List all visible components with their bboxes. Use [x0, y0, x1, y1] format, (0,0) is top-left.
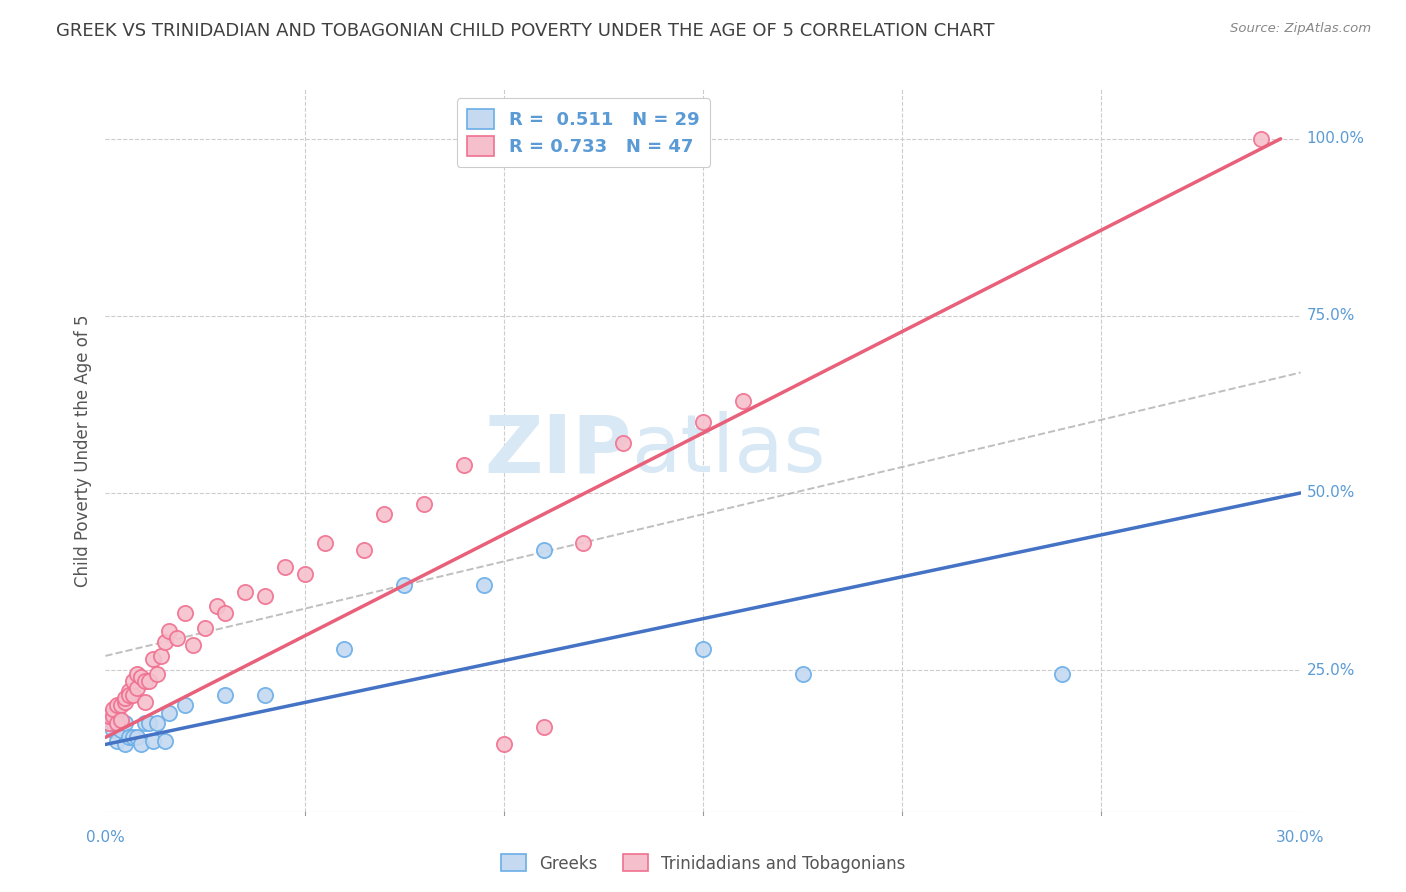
- Text: GREEK VS TRINIDADIAN AND TOBAGONIAN CHILD POVERTY UNDER THE AGE OF 5 CORRELATION: GREEK VS TRINIDADIAN AND TOBAGONIAN CHIL…: [56, 22, 994, 40]
- Point: [314, 535, 336, 549]
- Point: [153, 734, 177, 748]
- Point: [572, 535, 595, 549]
- Point: [1050, 666, 1073, 681]
- Legend: Greeks, Trinidadians and Tobagonians: Greeks, Trinidadians and Tobagonians: [494, 847, 912, 880]
- Point: [134, 716, 156, 731]
- Point: [129, 738, 153, 752]
- Point: [353, 542, 375, 557]
- Point: [110, 723, 132, 738]
- Point: [157, 706, 180, 720]
- Y-axis label: Child Poverty Under the Age of 5: Child Poverty Under the Age of 5: [73, 314, 91, 587]
- Point: [166, 631, 188, 645]
- Point: [533, 720, 555, 734]
- Point: [122, 688, 145, 702]
- Text: atlas: atlas: [631, 411, 825, 490]
- Point: [253, 589, 276, 603]
- Point: [134, 695, 156, 709]
- Point: [194, 621, 217, 635]
- Point: [142, 734, 165, 748]
- Point: [107, 709, 129, 723]
- Point: [174, 698, 197, 713]
- Point: [153, 634, 177, 648]
- Point: [612, 436, 634, 450]
- Point: [122, 673, 145, 688]
- Point: [142, 652, 165, 666]
- Point: [107, 734, 129, 748]
- Point: [103, 709, 125, 723]
- Point: [533, 542, 555, 557]
- Point: [692, 641, 714, 656]
- Point: [174, 607, 197, 621]
- Point: [134, 673, 156, 688]
- Point: [98, 709, 121, 723]
- Point: [157, 624, 180, 639]
- Point: [731, 393, 754, 408]
- Point: [413, 497, 436, 511]
- Text: Source: ZipAtlas.com: Source: ZipAtlas.com: [1230, 22, 1371, 36]
- Point: [127, 731, 149, 745]
- Point: [103, 702, 125, 716]
- Point: [114, 691, 136, 706]
- Point: [181, 638, 204, 652]
- Text: 0.0%: 0.0%: [86, 830, 125, 845]
- Point: [214, 688, 236, 702]
- Point: [98, 709, 121, 723]
- Point: [792, 666, 814, 681]
- Point: [98, 716, 121, 731]
- Text: 50.0%: 50.0%: [1306, 485, 1355, 500]
- Point: [118, 684, 141, 698]
- Point: [146, 666, 169, 681]
- Point: [118, 731, 141, 745]
- Point: [273, 560, 295, 574]
- Point: [114, 738, 136, 752]
- Point: [233, 585, 256, 599]
- Point: [472, 578, 495, 592]
- Point: [110, 698, 132, 713]
- Point: [103, 723, 125, 738]
- Point: [118, 688, 141, 702]
- Point: [1250, 132, 1272, 146]
- Point: [129, 670, 153, 684]
- Point: [333, 641, 356, 656]
- Point: [214, 607, 236, 621]
- Point: [294, 567, 316, 582]
- Text: ZIP: ZIP: [484, 411, 631, 490]
- Point: [453, 458, 475, 472]
- Text: 25.0%: 25.0%: [1306, 663, 1355, 678]
- Point: [110, 713, 132, 727]
- Point: [114, 695, 136, 709]
- Point: [98, 716, 121, 731]
- Text: 75.0%: 75.0%: [1306, 309, 1355, 324]
- Point: [103, 716, 125, 731]
- Point: [392, 578, 416, 592]
- Point: [138, 673, 160, 688]
- Point: [253, 688, 276, 702]
- Point: [122, 731, 145, 745]
- Point: [114, 716, 136, 731]
- Point: [692, 415, 714, 429]
- Point: [107, 698, 129, 713]
- Text: 30.0%: 30.0%: [1277, 830, 1324, 845]
- Point: [150, 648, 173, 663]
- Point: [373, 507, 395, 521]
- Legend: R =  0.511   N = 29, R = 0.733   N = 47: R = 0.511 N = 29, R = 0.733 N = 47: [457, 98, 710, 167]
- Point: [127, 681, 149, 695]
- Text: 100.0%: 100.0%: [1306, 131, 1365, 146]
- Point: [492, 738, 515, 752]
- Point: [138, 716, 160, 731]
- Point: [146, 716, 169, 731]
- Point: [205, 599, 228, 614]
- Point: [107, 716, 129, 731]
- Point: [127, 666, 149, 681]
